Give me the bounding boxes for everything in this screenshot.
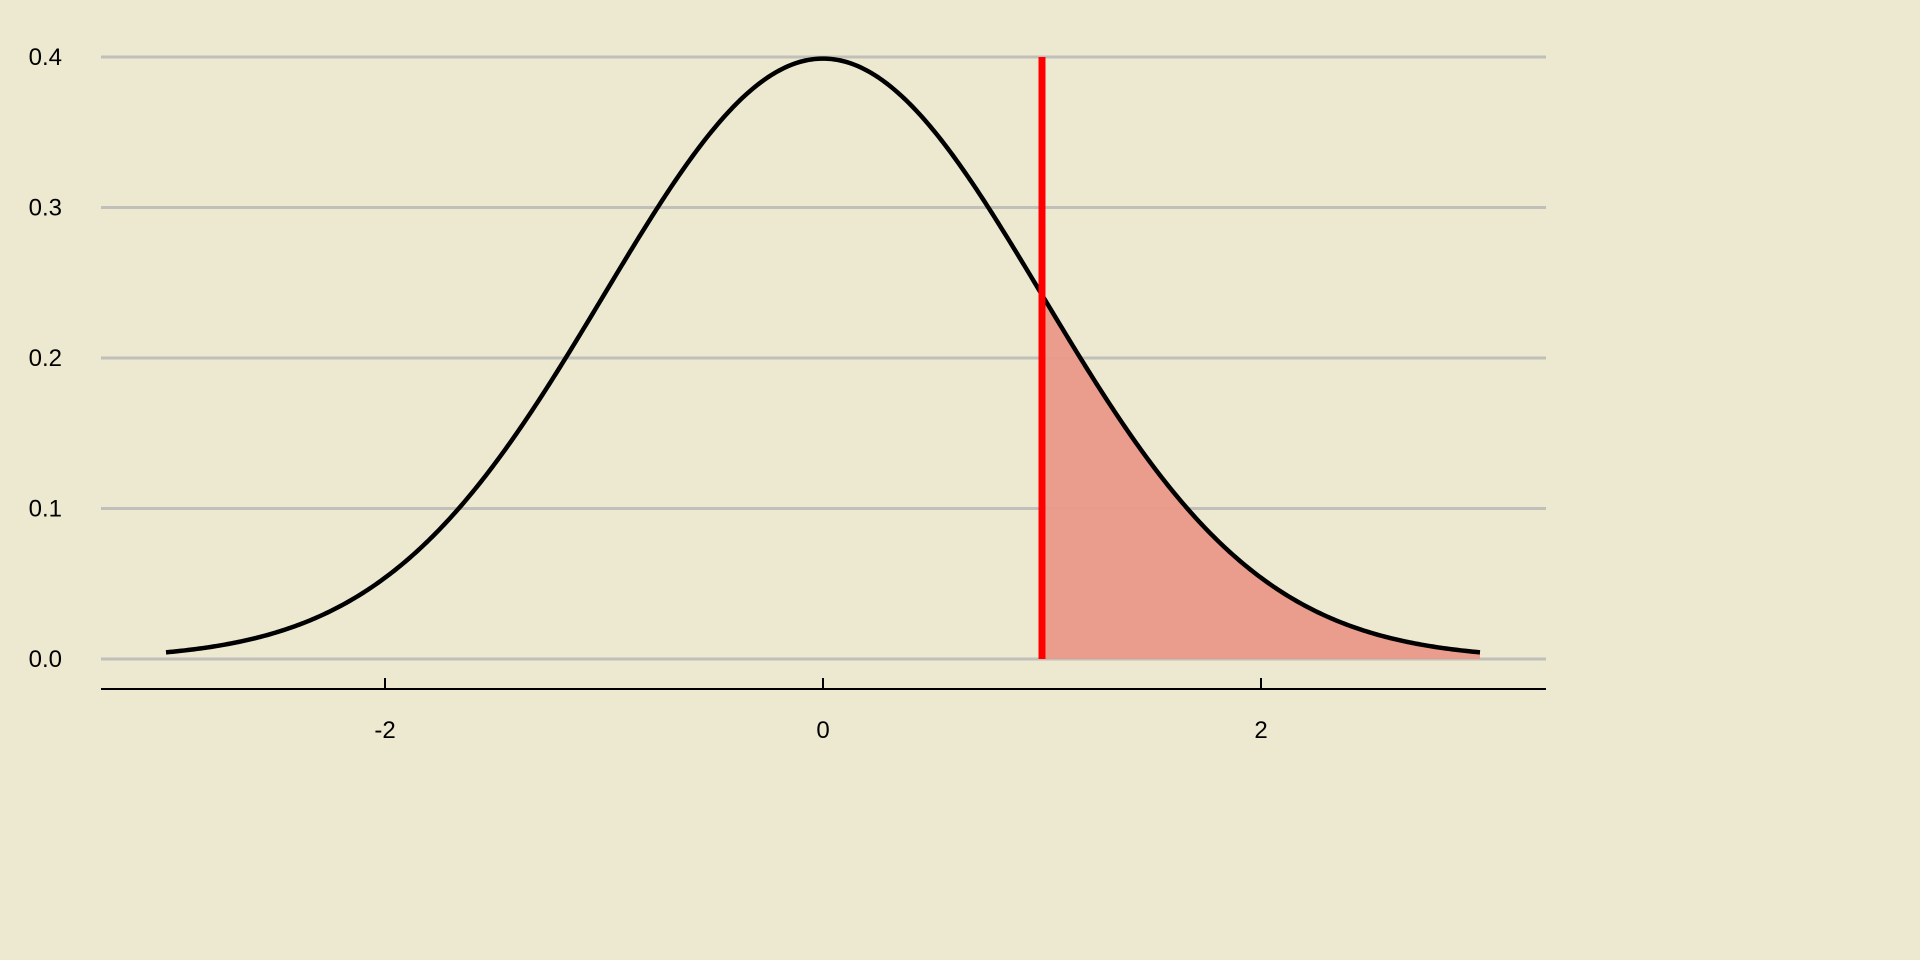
y-tick-label: 0.2 bbox=[29, 345, 62, 372]
y-axis: 0.0 0.1 0.2 0.3 0.4 bbox=[29, 44, 62, 673]
y-tick-label: 0.4 bbox=[29, 44, 62, 71]
y-tick-label: 0.1 bbox=[29, 496, 62, 523]
density-curve bbox=[165, 56, 1481, 655]
x-tick-label: -2 bbox=[374, 717, 395, 744]
y-tick-label: 0.3 bbox=[29, 195, 62, 222]
x-tick-label: 0 bbox=[816, 717, 829, 744]
x-axis: -2 0 2 bbox=[101, 678, 1546, 744]
curve-line bbox=[165, 56, 1481, 655]
shaded-area bbox=[1042, 294, 1480, 659]
y-tick-label: 0.0 bbox=[29, 646, 62, 673]
x-tick-label: 2 bbox=[1254, 717, 1267, 744]
shaded-region bbox=[1042, 294, 1480, 659]
gridlines bbox=[101, 55, 1546, 661]
